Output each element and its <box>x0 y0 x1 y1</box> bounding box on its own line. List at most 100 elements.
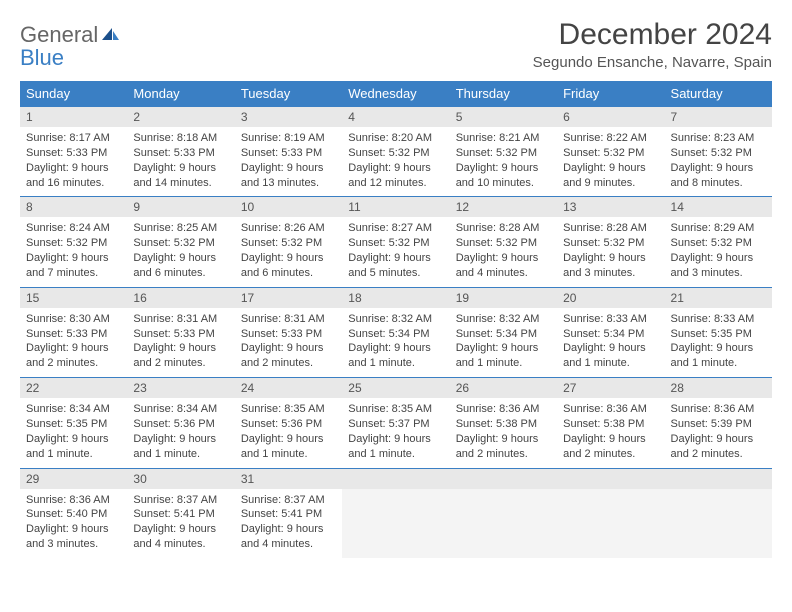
day-number-row: 22232425262728 <box>20 378 772 399</box>
daylight-line: Daylight: 9 hours and 4 minutes. <box>241 522 336 552</box>
day-body-cell: Sunrise: 8:23 AMSunset: 5:32 PMDaylight:… <box>665 127 772 197</box>
sunset-line: Sunset: 5:38 PM <box>456 417 551 432</box>
weekday-header: Saturday <box>665 81 772 107</box>
daylight-line: Daylight: 9 hours and 1 minute. <box>26 432 121 462</box>
daylight-line: Daylight: 9 hours and 1 minute. <box>133 432 228 462</box>
sunrise-line: Sunrise: 8:27 AM <box>348 221 443 236</box>
day-number-cell <box>557 468 664 489</box>
sunset-line: Sunset: 5:32 PM <box>671 236 766 251</box>
day-number-cell: 12 <box>450 197 557 218</box>
daylight-line: Daylight: 9 hours and 3 minutes. <box>563 251 658 281</box>
sunset-line: Sunset: 5:34 PM <box>563 327 658 342</box>
day-number-cell: 16 <box>127 287 234 308</box>
day-number-cell: 9 <box>127 197 234 218</box>
daylight-line: Daylight: 9 hours and 2 minutes. <box>133 341 228 371</box>
weekday-header: Wednesday <box>342 81 449 107</box>
sunset-line: Sunset: 5:36 PM <box>133 417 228 432</box>
sunrise-line: Sunrise: 8:22 AM <box>563 131 658 146</box>
page-title: December 2024 <box>533 18 772 52</box>
weekday-header: Thursday <box>450 81 557 107</box>
daylight-line: Daylight: 9 hours and 14 minutes. <box>133 161 228 191</box>
sunrise-line: Sunrise: 8:26 AM <box>241 221 336 236</box>
day-body-cell: Sunrise: 8:37 AMSunset: 5:41 PMDaylight:… <box>127 489 234 558</box>
day-body-cell: Sunrise: 8:31 AMSunset: 5:33 PMDaylight:… <box>127 308 234 378</box>
day-number-cell: 31 <box>235 468 342 489</box>
sunrise-line: Sunrise: 8:28 AM <box>563 221 658 236</box>
calendar-table: Sunday Monday Tuesday Wednesday Thursday… <box>20 81 772 558</box>
sunrise-line: Sunrise: 8:29 AM <box>671 221 766 236</box>
sunrise-line: Sunrise: 8:33 AM <box>671 312 766 327</box>
sunset-line: Sunset: 5:34 PM <box>456 327 551 342</box>
sunset-line: Sunset: 5:41 PM <box>241 507 336 522</box>
day-number-cell: 25 <box>342 378 449 399</box>
daylight-line: Daylight: 9 hours and 10 minutes. <box>456 161 551 191</box>
day-body-cell: Sunrise: 8:35 AMSunset: 5:36 PMDaylight:… <box>235 398 342 468</box>
sunset-line: Sunset: 5:40 PM <box>26 507 121 522</box>
daylight-line: Daylight: 9 hours and 1 minute. <box>348 432 443 462</box>
sunrise-line: Sunrise: 8:30 AM <box>26 312 121 327</box>
daylight-line: Daylight: 9 hours and 16 minutes. <box>26 161 121 191</box>
sunset-line: Sunset: 5:32 PM <box>241 236 336 251</box>
sunrise-line: Sunrise: 8:37 AM <box>133 493 228 508</box>
sunrise-line: Sunrise: 8:17 AM <box>26 131 121 146</box>
day-number-row: 1234567 <box>20 107 772 128</box>
day-number-cell: 20 <box>557 287 664 308</box>
brand-text: General Blue <box>20 24 120 70</box>
daylight-line: Daylight: 9 hours and 8 minutes. <box>671 161 766 191</box>
sunrise-line: Sunrise: 8:36 AM <box>26 493 121 508</box>
day-number-cell <box>665 468 772 489</box>
sunset-line: Sunset: 5:33 PM <box>26 146 121 161</box>
day-number-cell: 19 <box>450 287 557 308</box>
sunrise-line: Sunrise: 8:20 AM <box>348 131 443 146</box>
sunrise-line: Sunrise: 8:28 AM <box>456 221 551 236</box>
sunrise-line: Sunrise: 8:23 AM <box>671 131 766 146</box>
daylight-line: Daylight: 9 hours and 6 minutes. <box>241 251 336 281</box>
sunrise-line: Sunrise: 8:31 AM <box>241 312 336 327</box>
day-body-cell: Sunrise: 8:17 AMSunset: 5:33 PMDaylight:… <box>20 127 127 197</box>
daylight-line: Daylight: 9 hours and 3 minutes. <box>26 522 121 552</box>
day-body-row: Sunrise: 8:24 AMSunset: 5:32 PMDaylight:… <box>20 217 772 287</box>
sunset-line: Sunset: 5:37 PM <box>348 417 443 432</box>
day-body-cell: Sunrise: 8:31 AMSunset: 5:33 PMDaylight:… <box>235 308 342 378</box>
day-body-row: Sunrise: 8:30 AMSunset: 5:33 PMDaylight:… <box>20 308 772 378</box>
daylight-line: Daylight: 9 hours and 3 minutes. <box>671 251 766 281</box>
sunset-line: Sunset: 5:33 PM <box>241 327 336 342</box>
sunrise-line: Sunrise: 8:35 AM <box>241 402 336 417</box>
daylight-line: Daylight: 9 hours and 5 minutes. <box>348 251 443 281</box>
day-body-cell: Sunrise: 8:25 AMSunset: 5:32 PMDaylight:… <box>127 217 234 287</box>
daylight-line: Daylight: 9 hours and 2 minutes. <box>241 341 336 371</box>
daylight-line: Daylight: 9 hours and 2 minutes. <box>26 341 121 371</box>
day-body-cell: Sunrise: 8:36 AMSunset: 5:38 PMDaylight:… <box>450 398 557 468</box>
daylight-line: Daylight: 9 hours and 2 minutes. <box>456 432 551 462</box>
day-body-cell: Sunrise: 8:27 AMSunset: 5:32 PMDaylight:… <box>342 217 449 287</box>
day-body-cell: Sunrise: 8:21 AMSunset: 5:32 PMDaylight:… <box>450 127 557 197</box>
sunrise-line: Sunrise: 8:34 AM <box>26 402 121 417</box>
sunrise-line: Sunrise: 8:36 AM <box>563 402 658 417</box>
day-body-cell: Sunrise: 8:26 AMSunset: 5:32 PMDaylight:… <box>235 217 342 287</box>
daylight-line: Daylight: 9 hours and 4 minutes. <box>456 251 551 281</box>
daylight-line: Daylight: 9 hours and 9 minutes. <box>563 161 658 191</box>
sunset-line: Sunset: 5:39 PM <box>671 417 766 432</box>
day-body-cell: Sunrise: 8:30 AMSunset: 5:33 PMDaylight:… <box>20 308 127 378</box>
daylight-line: Daylight: 9 hours and 1 minute. <box>456 341 551 371</box>
day-body-cell: Sunrise: 8:28 AMSunset: 5:32 PMDaylight:… <box>557 217 664 287</box>
sunset-line: Sunset: 5:33 PM <box>241 146 336 161</box>
sunset-line: Sunset: 5:35 PM <box>671 327 766 342</box>
day-body-row: Sunrise: 8:17 AMSunset: 5:33 PMDaylight:… <box>20 127 772 197</box>
daylight-line: Daylight: 9 hours and 4 minutes. <box>133 522 228 552</box>
daylight-line: Daylight: 9 hours and 13 minutes. <box>241 161 336 191</box>
weekday-header: Friday <box>557 81 664 107</box>
day-number-cell: 4 <box>342 107 449 128</box>
day-number-row: 15161718192021 <box>20 287 772 308</box>
sunset-line: Sunset: 5:32 PM <box>456 146 551 161</box>
sunset-line: Sunset: 5:41 PM <box>133 507 228 522</box>
daylight-line: Daylight: 9 hours and 1 minute. <box>671 341 766 371</box>
day-number-cell <box>342 468 449 489</box>
day-number-cell: 22 <box>20 378 127 399</box>
day-body-cell: Sunrise: 8:19 AMSunset: 5:33 PMDaylight:… <box>235 127 342 197</box>
day-body-cell: Sunrise: 8:22 AMSunset: 5:32 PMDaylight:… <box>557 127 664 197</box>
day-number-cell: 1 <box>20 107 127 128</box>
day-number-cell: 13 <box>557 197 664 218</box>
day-number-cell: 2 <box>127 107 234 128</box>
day-number-cell: 7 <box>665 107 772 128</box>
